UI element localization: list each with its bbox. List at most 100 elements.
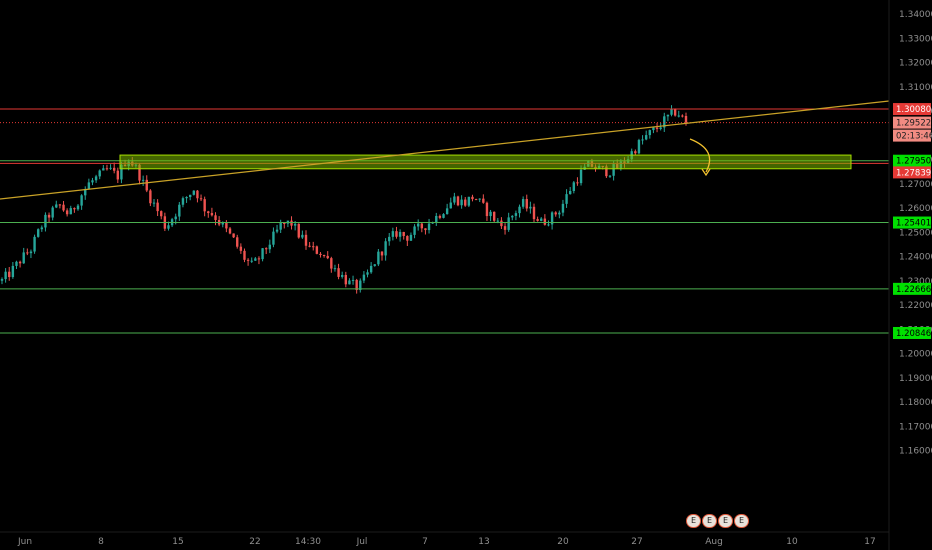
candle-body bbox=[388, 236, 391, 242]
candle-body bbox=[337, 268, 340, 277]
candle-body bbox=[0, 279, 4, 281]
candle-body bbox=[464, 199, 467, 206]
arrow-curve[interactable] bbox=[689, 138, 711, 173]
price-tag-label: 1.20846 bbox=[896, 329, 931, 339]
candle-body bbox=[243, 250, 246, 260]
arrow-head[interactable] bbox=[701, 168, 711, 177]
y-tick-label: 1.20000 bbox=[899, 350, 932, 360]
candle-body bbox=[395, 231, 398, 237]
candle-body bbox=[398, 231, 402, 237]
candle-body bbox=[181, 198, 185, 205]
y-tick-label: 1.24000 bbox=[899, 253, 932, 263]
price-tag bbox=[893, 166, 931, 179]
time-axis[interactable]: Jun 8 15 22 14:30 Jul 7 13 20 27 Aug 10 17 bbox=[17, 537, 876, 547]
y-tick-label: 1.17000 bbox=[899, 422, 932, 432]
candle-body bbox=[275, 229, 279, 232]
candle-body bbox=[471, 196, 474, 200]
event-badge[interactable]: E bbox=[718, 514, 733, 528]
candle-body bbox=[297, 223, 300, 238]
candle-body bbox=[116, 170, 120, 180]
candle-body bbox=[572, 182, 576, 192]
trendline-layer[interactable] bbox=[0, 100, 890, 200]
candle-body bbox=[301, 234, 304, 238]
candle-body bbox=[641, 139, 644, 141]
candle-body bbox=[684, 115, 688, 123]
x-tick-label: 20 bbox=[557, 537, 569, 547]
zone-rect[interactable] bbox=[119, 154, 852, 170]
candle-body bbox=[203, 199, 206, 212]
y-tick-label: 1.22000 bbox=[899, 301, 932, 311]
candle-body bbox=[87, 182, 91, 190]
candle-body bbox=[525, 199, 528, 209]
event-badge[interactable]: E bbox=[734, 514, 749, 528]
candle-body bbox=[196, 190, 199, 199]
y-tick-label: 1.32000 bbox=[899, 59, 932, 69]
y-tick-label: 1.18000 bbox=[899, 398, 932, 408]
price-tag-label: 1.30080 bbox=[896, 105, 931, 115]
candle-body bbox=[109, 167, 112, 169]
candle-body bbox=[246, 259, 250, 261]
candle-body bbox=[44, 214, 47, 228]
candle-body bbox=[489, 211, 492, 217]
candle-body bbox=[4, 271, 7, 280]
candle-body bbox=[355, 279, 358, 291]
candle-body bbox=[518, 206, 521, 214]
candle-body bbox=[210, 213, 214, 216]
projection-arrow[interactable] bbox=[689, 138, 711, 177]
candle-body bbox=[149, 190, 152, 204]
candle-body bbox=[608, 175, 612, 177]
candle-body bbox=[47, 214, 51, 218]
candle-body bbox=[330, 258, 333, 269]
candle-body bbox=[36, 229, 40, 237]
candle-body bbox=[29, 251, 33, 254]
candle-body bbox=[40, 227, 44, 230]
candles-layer bbox=[0, 105, 688, 294]
price-tag bbox=[893, 216, 931, 229]
candle-body bbox=[427, 223, 431, 231]
candle-body bbox=[554, 212, 557, 215]
price-tag bbox=[893, 326, 931, 339]
candle-body bbox=[420, 223, 424, 229]
x-tick-label: Aug bbox=[705, 537, 723, 547]
candle-body bbox=[293, 223, 297, 226]
candle-body bbox=[637, 140, 641, 154]
candle-body bbox=[174, 216, 177, 220]
candle-body bbox=[91, 180, 94, 183]
candle-body bbox=[308, 245, 311, 247]
x-tick-label: 14:30 bbox=[295, 537, 321, 547]
candle-body bbox=[492, 211, 496, 221]
candle-body bbox=[98, 170, 101, 177]
trendline[interactable] bbox=[0, 100, 890, 200]
candle-body bbox=[207, 211, 210, 214]
candle-body bbox=[521, 199, 525, 207]
event-badge[interactable]: E bbox=[686, 514, 701, 528]
candle-body bbox=[663, 116, 666, 128]
candle-body bbox=[315, 246, 319, 254]
candle-body bbox=[474, 199, 478, 201]
candle-body bbox=[366, 272, 369, 275]
price-tag-label: 1.27839 bbox=[896, 168, 931, 178]
support-zone[interactable] bbox=[119, 154, 852, 170]
price-tag bbox=[893, 129, 931, 142]
candle-body bbox=[33, 236, 36, 252]
candle-body bbox=[232, 233, 235, 238]
candle-body bbox=[576, 182, 579, 184]
candle-body bbox=[105, 168, 109, 170]
x-tick-label: 17 bbox=[864, 537, 875, 547]
candle-body bbox=[456, 196, 460, 206]
candle-body bbox=[290, 220, 293, 226]
candle-body bbox=[94, 176, 98, 181]
candle-body bbox=[199, 198, 203, 200]
y-tick-label: 1.26000 bbox=[899, 204, 932, 214]
candle-body bbox=[532, 206, 536, 220]
y-tick-label: 1.19000 bbox=[899, 374, 932, 384]
x-tick-label: 10 bbox=[786, 537, 798, 547]
candle-body bbox=[409, 234, 413, 241]
candle-body bbox=[167, 225, 170, 229]
event-badge[interactable]: E bbox=[702, 514, 717, 528]
candle-body bbox=[340, 274, 344, 277]
price-tag-label: 1.27950 bbox=[896, 157, 931, 167]
candle-body bbox=[80, 195, 83, 206]
